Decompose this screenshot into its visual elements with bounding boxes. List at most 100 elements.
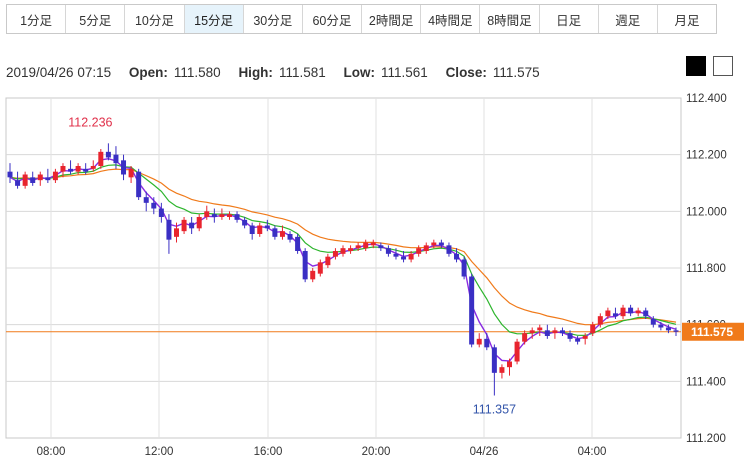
candle-body — [113, 154, 119, 164]
candle-body — [628, 307, 634, 314]
candle-body — [514, 341, 520, 362]
y-tick-label: 112.400 — [686, 93, 727, 105]
candle-body — [529, 330, 535, 334]
candle-body — [151, 202, 157, 209]
candle-body — [582, 336, 588, 339]
candle-body — [416, 248, 422, 254]
candle-body — [143, 197, 149, 203]
y-tick-label: 112.200 — [686, 150, 727, 162]
candle-body — [295, 236, 301, 251]
candle-body — [348, 248, 354, 251]
candle-body — [393, 253, 399, 257]
x-tick-label: 08:00 — [37, 446, 66, 458]
candle-body — [325, 256, 331, 266]
candle-body — [128, 168, 134, 178]
candle-body — [431, 242, 437, 246]
candle-body — [90, 166, 96, 169]
candle-body — [196, 217, 202, 229]
candle-body — [52, 171, 58, 181]
candle-body — [355, 245, 361, 249]
high-value: 111.581 — [278, 65, 326, 80]
tab-2[interactable]: 10分足 — [125, 5, 185, 33]
datetime: 2019/04/26 07:15 — [6, 65, 112, 80]
candle-body — [302, 251, 308, 280]
close-label: Close: — [445, 65, 487, 80]
tab-8[interactable]: 8時間足 — [480, 5, 540, 33]
tab-0[interactable]: 1分足 — [7, 5, 67, 33]
candle-body — [60, 166, 66, 172]
tab-4[interactable]: 30分足 — [243, 5, 303, 33]
tab-3[interactable]: 15分足 — [184, 5, 244, 33]
y-tick-label: 112.000 — [686, 206, 727, 218]
candle-body — [174, 228, 179, 237]
candle-body — [242, 219, 248, 226]
tab-1[interactable]: 5分足 — [66, 5, 126, 33]
candle-body — [30, 177, 36, 183]
candle-body — [7, 171, 13, 178]
candle-body — [279, 231, 285, 237]
candle-body — [68, 168, 74, 172]
candle-body — [211, 214, 217, 217]
candle-body — [121, 160, 127, 175]
x-tick-label: 16:00 — [254, 446, 283, 458]
candle-body — [370, 242, 376, 246]
candle-body — [363, 242, 369, 249]
tab-5[interactable]: 60分足 — [302, 5, 363, 33]
candle-body — [408, 253, 414, 260]
candle-body — [226, 214, 232, 217]
candle-body — [537, 327, 543, 331]
candle-body — [287, 234, 293, 240]
candle-body — [234, 214, 240, 220]
candle-body — [272, 228, 278, 237]
dark-theme-button[interactable] — [686, 56, 706, 76]
candle-body — [378, 245, 384, 249]
candle-body — [605, 310, 611, 317]
candle-body — [454, 253, 460, 260]
candle-body — [332, 251, 338, 257]
candle-body — [98, 151, 104, 166]
x-tick-label: 04:00 — [578, 446, 607, 458]
candle-body — [264, 225, 270, 229]
candle-body — [15, 180, 21, 186]
candle-body — [37, 174, 43, 181]
candle-body — [401, 256, 407, 260]
tab-10[interactable]: 週足 — [598, 5, 658, 33]
candle-body — [45, 177, 51, 181]
low-annotation: 111.357 — [473, 403, 516, 417]
high-label: High: — [238, 65, 273, 80]
tab-11[interactable]: 月足 — [657, 5, 717, 33]
candle-body — [575, 338, 581, 342]
candle-body — [158, 208, 164, 217]
candle-body — [310, 270, 316, 280]
candle-body — [635, 310, 641, 314]
close-value: 111.575 — [492, 65, 540, 80]
candle-body — [438, 242, 444, 246]
y-tick-label: 111.200 — [686, 433, 726, 445]
tab-7[interactable]: 4時間足 — [421, 5, 481, 33]
candle-body — [75, 166, 81, 172]
candle-body — [544, 330, 550, 336]
candle-body — [491, 347, 497, 373]
tab-9[interactable]: 日足 — [539, 5, 599, 33]
candle-body — [552, 330, 558, 334]
tab-6[interactable]: 2時間足 — [362, 5, 422, 33]
candle-body — [204, 211, 210, 217]
candle-body — [461, 259, 467, 277]
open-label: Open: — [128, 65, 168, 80]
open-value: 111.580 — [173, 65, 221, 80]
candle-body — [476, 338, 482, 345]
candle-body — [612, 313, 618, 317]
candle-body — [166, 219, 172, 240]
candle-body — [597, 316, 603, 325]
candle-body — [499, 367, 505, 373]
y-tick-label: 111.800 — [686, 263, 726, 275]
candle-body — [446, 245, 452, 254]
light-theme-button[interactable] — [713, 56, 733, 76]
candle-body — [423, 245, 429, 251]
candle-body — [559, 330, 565, 334]
low-label: Low: — [343, 65, 376, 80]
low-value: 111.561 — [381, 65, 428, 80]
candle-body — [469, 276, 475, 345]
candle-body — [22, 174, 28, 186]
